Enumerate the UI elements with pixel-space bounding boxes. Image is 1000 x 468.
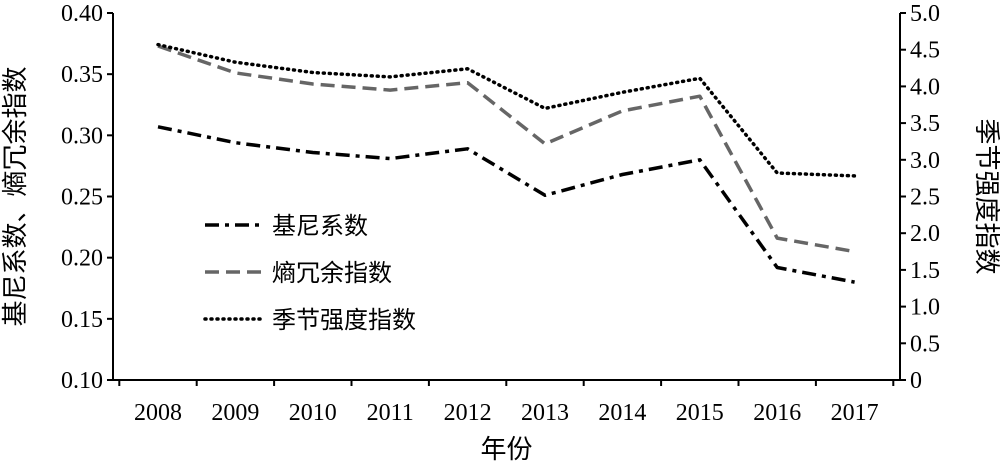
- x-tick-label: 2014: [598, 400, 646, 426]
- right-y-tick-label: 1.0: [910, 295, 940, 321]
- legend-label-3: 季节强度指数: [272, 306, 416, 334]
- series-line-3: [156, 42, 857, 178]
- x-tick-label: 2015: [676, 400, 724, 426]
- right-y-tick-label: 0.5: [910, 331, 940, 357]
- series-line-2: [157, 44, 855, 254]
- left-y-tick-label: 0.35: [61, 62, 103, 88]
- x-tick-label: 2011: [367, 400, 414, 426]
- right-y-tick-label: 3.0: [910, 148, 940, 174]
- x-tick-label: 2008: [134, 400, 182, 426]
- legend-label-1: 基尼系数: [272, 212, 368, 240]
- left-y-tick-label: 0.10: [61, 368, 103, 394]
- right-y-tick-label: 1.5: [910, 258, 940, 284]
- right-y-axis-title: 季节强度指数: [971, 118, 1000, 274]
- right-y-tick-label: 3.5: [910, 111, 940, 137]
- left-y-tick-label: 0.40: [61, 1, 103, 27]
- legend-label-2: 熵冗余指数: [272, 259, 392, 287]
- x-tick-label: 2009: [211, 400, 259, 426]
- left-y-tick-label: 0.25: [61, 185, 103, 211]
- series-lines: [156, 42, 857, 284]
- x-tick-label: 2017: [831, 400, 879, 426]
- right-y-tick-label: 5.0: [910, 1, 940, 27]
- x-tick-label: 2012: [444, 400, 492, 426]
- x-tick-label: 2010: [289, 400, 337, 426]
- right-y-tick-label: 0: [910, 368, 922, 394]
- series-line-1: [157, 125, 855, 284]
- x-tick-label: 2016: [753, 400, 801, 426]
- right-y-tick-label: 4.0: [910, 74, 940, 100]
- axes: [107, 12, 906, 386]
- left-y-tick-label: 0.20: [61, 246, 103, 272]
- left-y-tick-label: 0.30: [61, 123, 103, 149]
- left-y-axis-title: 基尼系数、熵冗余指数: [1, 66, 31, 326]
- right-y-tick-label: 2.5: [910, 185, 940, 211]
- tick-labels: 0.10 0.15 0.20 0.25 0.30 0.35 0.40 0 0.5 1.0 1.5 2.…: [61, 1, 940, 426]
- left-y-tick-label: 0.15: [61, 307, 103, 333]
- x-tick-label: 2013: [521, 400, 569, 426]
- right-y-tick-label: 4.5: [910, 38, 940, 64]
- x-axis-title: 年份: [480, 435, 532, 465]
- right-y-tick-label: 2.0: [910, 221, 940, 247]
